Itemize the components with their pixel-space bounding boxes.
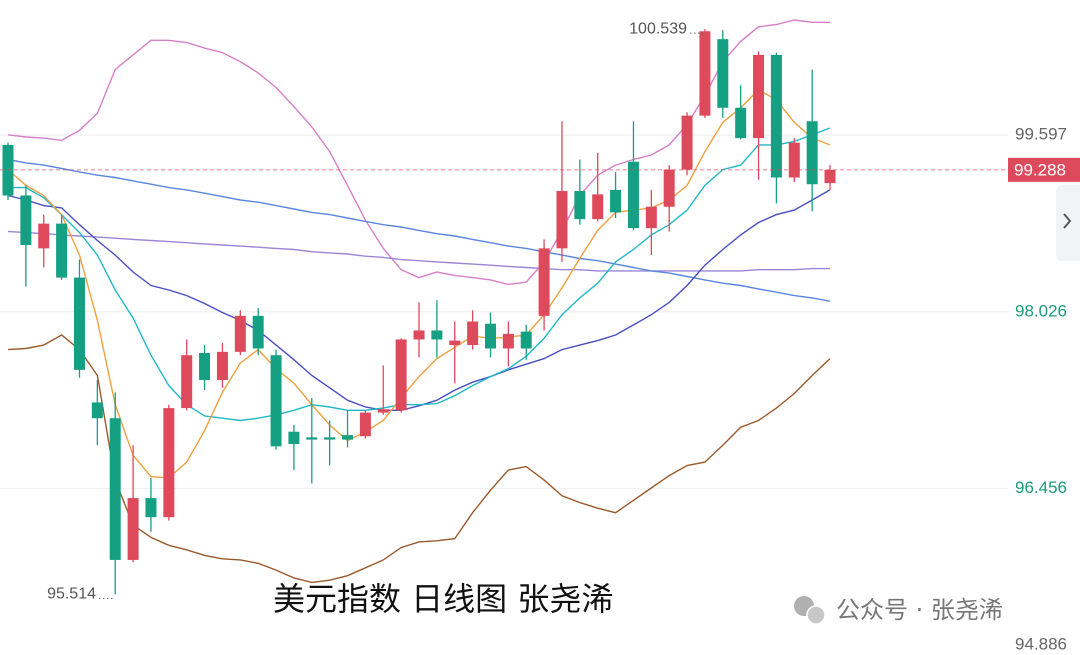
candle-body (199, 352, 211, 380)
candle-body (556, 190, 568, 249)
candle-body (806, 121, 818, 185)
max-label: 100.539 (629, 20, 687, 37)
y-tick-label: 94.886 (1015, 634, 1067, 653)
candle-body (413, 330, 425, 340)
candle-body (610, 189, 622, 213)
candle-body (342, 435, 354, 440)
candle-body (502, 333, 514, 349)
candle-body (56, 223, 68, 278)
candle-body (109, 418, 121, 560)
candle-body (627, 161, 639, 229)
indicator-line (7, 334, 831, 584)
last-price-badge (1008, 157, 1080, 182)
watermark-text: 公众号 · 张尧浠 (836, 596, 1003, 624)
candle-body (288, 431, 300, 445)
candle-body (216, 351, 228, 380)
candle-body (663, 169, 675, 207)
candle-body (770, 54, 782, 178)
indicator-line (7, 189, 831, 411)
indicator-line (7, 88, 831, 479)
y-tick-label: 96.456 (1015, 478, 1067, 497)
candle-body (699, 31, 711, 116)
candle-body (252, 315, 264, 349)
candle-body (270, 355, 282, 447)
candle-body (681, 115, 693, 170)
candle-body (520, 331, 532, 349)
chart-caption: 美元指数 日线图 张尧浠 (273, 580, 613, 618)
candle-body (73, 277, 85, 370)
side-toggle-arrow[interactable] (1063, 213, 1072, 229)
y-tick-label: 98.026 (1015, 301, 1067, 320)
indicator-line (7, 19, 830, 286)
candle-body (377, 409, 389, 413)
candle-body (645, 206, 657, 229)
candle-body (20, 195, 32, 245)
side-toggle[interactable] (1056, 185, 1080, 261)
candle-body (127, 498, 139, 560)
candle-body (467, 321, 479, 346)
watermark: 公众号 · 张尧浠 (794, 596, 1003, 625)
last-price-label: 99.288 (1014, 160, 1066, 179)
candle-body (574, 190, 586, 220)
candle-body (324, 437, 336, 440)
candle-body (717, 39, 729, 108)
candle-body (735, 107, 747, 139)
min-label: 95.514 (47, 586, 96, 603)
candle-body (484, 323, 496, 349)
candle-body (824, 169, 836, 184)
candle-body (38, 223, 50, 249)
candle-body (592, 194, 604, 220)
candle-body (91, 402, 103, 419)
candle-body (234, 315, 246, 352)
candle-body (431, 330, 443, 340)
candle-body (538, 248, 550, 316)
candle-body (395, 339, 407, 411)
indicator-line (7, 230, 830, 272)
indicator-line (7, 158, 831, 302)
y-tick-label: 99.597 (1015, 125, 1067, 144)
candle-body (449, 340, 461, 346)
indicator-line (8, 127, 831, 422)
candle-body (359, 412, 371, 437)
candle-body (145, 498, 157, 518)
candle-body (753, 54, 765, 139)
candle-body (788, 142, 800, 178)
candle-body (163, 408, 175, 518)
candle-body (181, 355, 193, 409)
wechat-icon (806, 605, 826, 625)
candle-body (306, 437, 318, 440)
